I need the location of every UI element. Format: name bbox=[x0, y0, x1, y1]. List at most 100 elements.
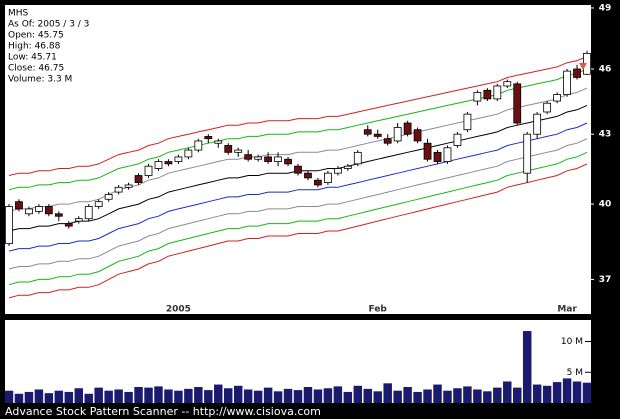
candle-body bbox=[114, 186, 123, 193]
candle-body bbox=[184, 149, 193, 158]
volume-bar bbox=[243, 389, 253, 403]
volume-bar bbox=[194, 387, 203, 403]
volume-bar bbox=[233, 385, 243, 403]
candle-body bbox=[264, 156, 272, 162]
candle-body bbox=[204, 136, 213, 140]
candle-body bbox=[413, 129, 422, 142]
y-tick-label: 46 bbox=[599, 65, 612, 75]
candle-body bbox=[224, 145, 233, 153]
y-tick-label: 40 bbox=[599, 200, 612, 210]
y-tick-label: 49 bbox=[599, 3, 612, 13]
candle-body bbox=[234, 149, 243, 153]
candle-body bbox=[553, 94, 561, 102]
candle-body bbox=[25, 208, 33, 215]
volume-bar bbox=[453, 388, 462, 403]
volume-bar bbox=[303, 387, 313, 403]
volume-bar bbox=[393, 390, 402, 403]
candle-body bbox=[563, 70, 571, 95]
volume-bar bbox=[263, 387, 273, 403]
volume-bar bbox=[463, 386, 472, 403]
info-date: As Of: 2005 / 3 / 3 bbox=[8, 20, 89, 30]
candle-body bbox=[134, 175, 143, 183]
volume-bar bbox=[54, 390, 64, 403]
candle-body bbox=[124, 184, 133, 188]
info-symbol: MHS bbox=[8, 9, 29, 19]
volume-bar bbox=[104, 390, 113, 403]
volume-bar bbox=[84, 393, 93, 403]
info-close: Close: 46.75 bbox=[8, 64, 64, 74]
signal-marker bbox=[579, 63, 587, 70]
candle-body bbox=[513, 83, 522, 124]
candle-body bbox=[104, 194, 113, 200]
volume-bar bbox=[34, 389, 44, 403]
volume-bar bbox=[124, 391, 133, 403]
candle-body bbox=[393, 127, 402, 142]
candle-body bbox=[174, 156, 183, 162]
y-tick-label: 10 M bbox=[561, 337, 583, 347]
info-volume: Volume: 3.3 M bbox=[8, 75, 72, 85]
band-line bbox=[8, 122, 588, 252]
candle-body bbox=[383, 138, 392, 144]
candle-body bbox=[164, 161, 173, 165]
volume-bar bbox=[184, 388, 193, 403]
candle-body bbox=[274, 156, 282, 162]
x-tick-label: Feb bbox=[369, 305, 388, 315]
volume-bar bbox=[323, 388, 333, 403]
candle-body bbox=[373, 133, 382, 137]
volume-bar bbox=[503, 381, 512, 403]
volume-bar bbox=[134, 387, 143, 403]
y-tick-label: 5 M bbox=[567, 368, 583, 378]
candle-body bbox=[314, 179, 322, 186]
volume-bar bbox=[552, 382, 562, 403]
footer: Advance Stock Pattern Scanner -- http://… bbox=[5, 405, 321, 418]
candle-body bbox=[304, 172, 312, 179]
candle-body bbox=[294, 165, 302, 174]
candle-body bbox=[324, 172, 332, 183]
info-high: High: 46.88 bbox=[8, 42, 61, 52]
volume-bar bbox=[64, 391, 74, 403]
volume-bar bbox=[383, 383, 392, 403]
volume-bar bbox=[363, 388, 372, 403]
candle-body bbox=[144, 165, 153, 176]
volume-bar bbox=[273, 391, 283, 403]
info-open: Open: 45.75 bbox=[8, 31, 64, 41]
volume-bar bbox=[582, 382, 592, 403]
volume-bar bbox=[154, 386, 163, 403]
volume-bar bbox=[174, 390, 183, 403]
x-tick-label: 2005 bbox=[166, 305, 191, 315]
volume-bar bbox=[353, 385, 363, 403]
volume-bar bbox=[333, 386, 343, 403]
volume-bar bbox=[313, 389, 323, 403]
info-box: MHS As Of: 2005 / 3 / 3 Open: 45.75 High… bbox=[8, 9, 89, 85]
volume-bar bbox=[542, 385, 552, 403]
candle-body bbox=[493, 85, 502, 100]
candle-body bbox=[254, 156, 263, 160]
volume-bar bbox=[44, 393, 54, 403]
band-line bbox=[8, 151, 588, 286]
volume-bar bbox=[343, 391, 353, 403]
info-low: Low: 45.71 bbox=[8, 53, 57, 63]
candle-body bbox=[443, 147, 452, 162]
volume-bar bbox=[24, 391, 34, 403]
volume-bar bbox=[74, 388, 83, 403]
volume-bar bbox=[144, 387, 153, 403]
volume-bar bbox=[423, 389, 432, 403]
volume-bar bbox=[14, 393, 24, 403]
band-line bbox=[8, 163, 588, 299]
candle-body bbox=[64, 223, 73, 227]
volume-bar bbox=[443, 390, 452, 403]
volume-bar bbox=[224, 388, 233, 403]
volume-bar bbox=[403, 387, 412, 403]
y-tick-label: 43 bbox=[599, 130, 612, 140]
candle-body bbox=[423, 142, 432, 160]
candle-body bbox=[543, 102, 552, 113]
candle-body bbox=[214, 140, 223, 144]
volume-bar bbox=[413, 391, 422, 403]
candle-body bbox=[54, 213, 63, 217]
candle-body bbox=[483, 89, 492, 100]
candle-body bbox=[353, 151, 362, 165]
candle-body bbox=[74, 218, 83, 222]
volume-bar bbox=[493, 387, 502, 403]
